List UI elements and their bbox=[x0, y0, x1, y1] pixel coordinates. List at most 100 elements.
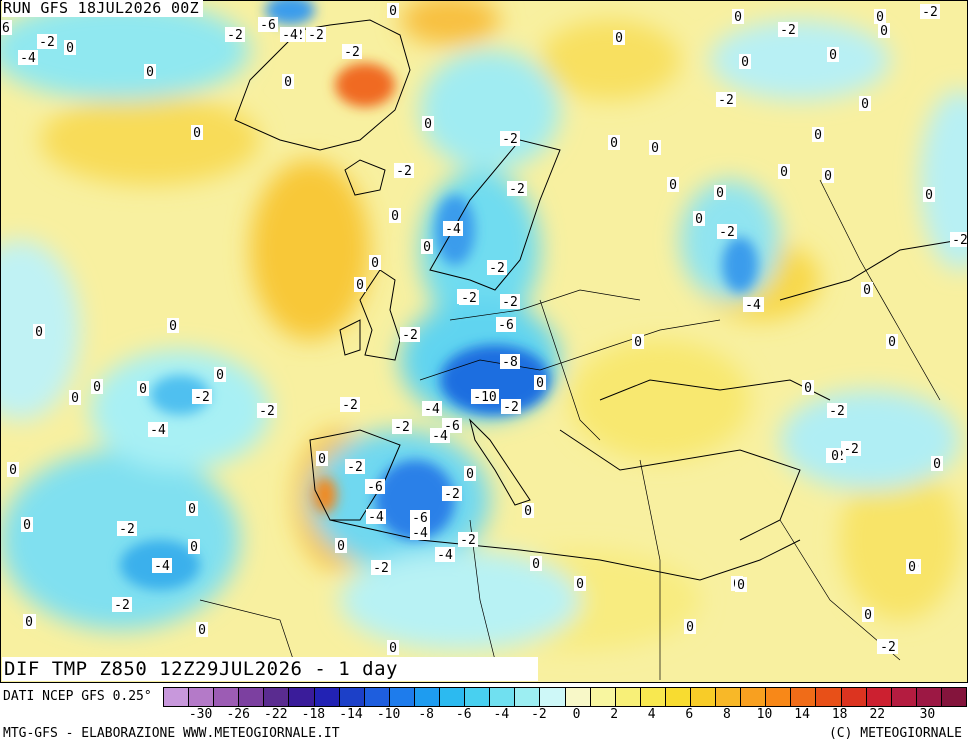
legend-swatch bbox=[791, 688, 817, 706]
svg-text:0: 0 bbox=[876, 10, 884, 25]
svg-text:-2: -2 bbox=[718, 93, 734, 108]
svg-text:-4: -4 bbox=[412, 526, 428, 541]
legend-swatch bbox=[640, 688, 666, 706]
legend-swatch bbox=[389, 688, 415, 706]
svg-text:0: 0 bbox=[615, 31, 623, 46]
svg-text:-2: -2 bbox=[373, 561, 389, 576]
contour-label: 0 bbox=[693, 211, 705, 227]
contour-label: -2 bbox=[920, 4, 940, 20]
legend-swatch bbox=[816, 688, 842, 706]
contour-label: 0 bbox=[387, 3, 399, 19]
contour-label: -2 bbox=[442, 486, 462, 502]
contour-label: 0 bbox=[421, 239, 433, 255]
contour-label: -2 bbox=[117, 521, 137, 537]
legend-swatch bbox=[189, 688, 215, 706]
svg-text:0: 0 bbox=[216, 368, 224, 383]
svg-text:0: 0 bbox=[25, 615, 33, 630]
legend-tick-label: 18 bbox=[831, 707, 848, 722]
contour-label: 0 bbox=[739, 54, 751, 70]
svg-text:-4: -4 bbox=[20, 51, 36, 66]
contour-label: 0 bbox=[64, 40, 76, 56]
svg-text:0: 0 bbox=[933, 457, 941, 472]
svg-text:0: 0 bbox=[93, 380, 101, 395]
legend-swatch bbox=[540, 688, 566, 706]
svg-text:0: 0 bbox=[804, 381, 812, 396]
contour-label: 0 bbox=[530, 556, 542, 572]
contour-label: -6 bbox=[365, 479, 385, 495]
contour-label: -6 bbox=[496, 317, 516, 333]
contour-label: -8 bbox=[500, 354, 520, 370]
legend-tick-label: -14 bbox=[339, 707, 363, 722]
legend-swatch bbox=[766, 688, 792, 706]
svg-text:0: 0 bbox=[139, 382, 147, 397]
svg-text:0: 0 bbox=[695, 212, 703, 227]
contour-label: 0 bbox=[613, 30, 625, 46]
svg-text:-2: -2 bbox=[952, 233, 968, 248]
svg-text:0: 0 bbox=[536, 376, 544, 391]
legend-swatch bbox=[916, 688, 942, 706]
svg-text:-2: -2 bbox=[194, 390, 210, 405]
contour-label: -2 bbox=[458, 532, 478, 548]
contour-label: -4 bbox=[18, 50, 38, 66]
contour-label: -2 bbox=[306, 27, 326, 43]
svg-text:-2: -2 bbox=[114, 598, 130, 613]
legend-swatch bbox=[164, 688, 190, 706]
svg-text:-6: -6 bbox=[498, 318, 514, 333]
svg-text:0: 0 bbox=[686, 620, 694, 635]
svg-text:0: 0 bbox=[925, 188, 933, 203]
contour-label: 0 bbox=[829, 448, 841, 464]
svg-text:0: 0 bbox=[880, 24, 888, 39]
svg-text:-4: -4 bbox=[424, 402, 440, 417]
contour-label: -2 bbox=[392, 419, 412, 435]
contour-label: 0 bbox=[714, 185, 726, 201]
svg-text:0: 0 bbox=[23, 518, 31, 533]
contour-label: -2 bbox=[394, 163, 414, 179]
contour-label: 0 bbox=[335, 538, 347, 554]
svg-text:-10: -10 bbox=[473, 390, 496, 405]
svg-text:-2: -2 bbox=[509, 182, 525, 197]
run-label: RUN GFS 18JUL2026 00Z bbox=[2, 0, 203, 17]
contour-label: -2 bbox=[500, 131, 520, 147]
svg-text:-6: -6 bbox=[367, 480, 383, 495]
contour-label: 0 bbox=[862, 607, 874, 623]
svg-text:0: 0 bbox=[651, 141, 659, 156]
svg-text:-4: -4 bbox=[154, 559, 170, 574]
legend-tick-label: 8 bbox=[722, 707, 731, 722]
contour-label: 0 bbox=[167, 318, 179, 334]
legend-swatch bbox=[515, 688, 541, 706]
contour-label: 0 bbox=[191, 125, 203, 141]
contour-label: 0 bbox=[354, 277, 366, 293]
svg-text:0: 0 bbox=[9, 463, 17, 478]
legend-swatch bbox=[465, 688, 491, 706]
svg-text:0: 0 bbox=[146, 65, 154, 80]
contour-label: 0 bbox=[861, 282, 873, 298]
legend-swatch bbox=[716, 688, 742, 706]
legend-tick-label: 2 bbox=[610, 707, 619, 722]
contour-label: 0 bbox=[732, 9, 744, 25]
svg-text:-4: -4 bbox=[437, 548, 453, 563]
svg-text:0: 0 bbox=[198, 623, 206, 638]
svg-text:-6: -6 bbox=[412, 511, 428, 526]
svg-text:0: 0 bbox=[734, 10, 742, 25]
svg-text:0: 0 bbox=[524, 504, 532, 519]
svg-text:-2: -2 bbox=[259, 404, 275, 419]
legend-tick-label: 0 bbox=[572, 707, 581, 722]
contour-label: -2 bbox=[487, 260, 507, 276]
contour-label: 0 bbox=[778, 164, 790, 180]
svg-text:0: 0 bbox=[66, 41, 74, 56]
italy-outline bbox=[469, 418, 531, 506]
svg-text:0: 0 bbox=[356, 278, 364, 293]
svg-text:-2: -2 bbox=[39, 35, 55, 50]
svg-text:0: 0 bbox=[861, 97, 869, 112]
svg-text:0: 0 bbox=[888, 335, 896, 350]
scandinavia-outline bbox=[429, 139, 561, 291]
svg-text:0: 0 bbox=[389, 641, 397, 656]
contour-label: -4 bbox=[152, 558, 172, 574]
legend-tick-label: -10 bbox=[376, 707, 401, 722]
svg-text:-4: -4 bbox=[745, 298, 761, 313]
contour-label: 0 bbox=[188, 539, 200, 555]
anomaly-cores bbox=[120, 0, 758, 590]
svg-text:-2: -2 bbox=[780, 23, 796, 38]
svg-text:0: 0 bbox=[716, 186, 724, 201]
legend-tick-label: -30 bbox=[188, 707, 213, 722]
